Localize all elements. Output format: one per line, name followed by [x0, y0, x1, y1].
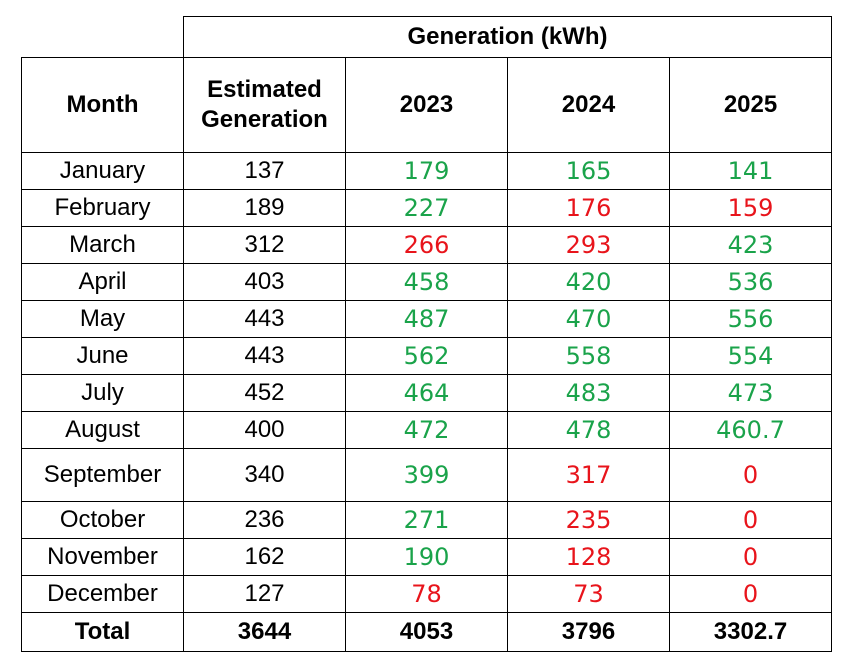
total-row: Total 3644 4053 3796 3302.7: [21, 612, 833, 652]
estimated-cell: 443: [183, 300, 346, 338]
value-cell-2024: 317: [507, 448, 670, 502]
value-cell-2023: 487: [345, 300, 508, 338]
header-estimated: Estimated Generation: [183, 57, 346, 153]
value-cell-2024: 420: [507, 263, 670, 301]
month-cell: July: [21, 374, 184, 412]
header-year-2025: 2025: [668, 57, 833, 153]
month-cell: January: [21, 152, 184, 190]
value-cell-2025: 141: [668, 152, 833, 190]
value-cell-2025: 536: [668, 263, 833, 301]
value-cell-2025: 0: [668, 538, 833, 576]
month-cell: March: [21, 226, 184, 264]
table-row: November 162 190 128 0: [21, 538, 833, 576]
estimated-cell: 452: [183, 374, 346, 412]
estimated-cell: 403: [183, 263, 346, 301]
estimated-cell: 400: [183, 411, 346, 449]
value-cell-2024: 293: [507, 226, 670, 264]
month-cell: September: [21, 448, 184, 502]
table-row: September 340 399 317 0: [21, 448, 833, 502]
total-2024: 3796: [507, 612, 670, 652]
table-row: December 127 78 73 0: [21, 575, 833, 613]
estimated-cell: 127: [183, 575, 346, 613]
value-cell-2023: 271: [345, 501, 508, 539]
value-cell-2024: 165: [507, 152, 670, 190]
value-cell-2023: 464: [345, 374, 508, 412]
value-cell-2025: 460.7: [668, 411, 833, 449]
value-cell-2025: 556: [668, 300, 833, 338]
month-cell: February: [21, 189, 184, 227]
value-cell-2024: 73: [507, 575, 670, 613]
value-cell-2025: 0: [668, 448, 833, 502]
table-row: April 403 458 420 536: [21, 263, 833, 301]
value-cell-2025: 159: [668, 189, 833, 227]
value-cell-2025: 554: [668, 337, 833, 375]
value-cell-2024: 176: [507, 189, 670, 227]
value-cell-2023: 78: [345, 575, 508, 613]
value-cell-2024: 558: [507, 337, 670, 375]
total-label: Total: [21, 612, 184, 652]
value-cell-2025: 423: [668, 226, 833, 264]
table-row: June 443 562 558 554: [21, 337, 833, 375]
value-cell-2024: 478: [507, 411, 670, 449]
table-row: July 452 464 483 473: [21, 374, 833, 412]
table-row: May 443 487 470 556: [21, 300, 833, 338]
group-header-row: Generation (kWh): [21, 16, 833, 58]
table-row: February 189 227 176 159: [21, 189, 833, 227]
value-cell-2023: 190: [345, 538, 508, 576]
total-estimated: 3644: [183, 612, 346, 652]
header-year-2024: 2024: [507, 57, 670, 153]
value-cell-2023: 472: [345, 411, 508, 449]
month-cell: December: [21, 575, 184, 613]
estimated-cell: 162: [183, 538, 346, 576]
month-cell: August: [21, 411, 184, 449]
month-cell: October: [21, 501, 184, 539]
estimated-cell: 312: [183, 226, 346, 264]
value-cell-2023: 266: [345, 226, 508, 264]
value-cell-2025: 0: [668, 575, 833, 613]
value-cell-2023: 399: [345, 448, 508, 502]
value-cell-2023: 562: [345, 337, 508, 375]
month-cell: April: [21, 263, 184, 301]
month-cell: November: [21, 538, 184, 576]
corner-cell: [21, 16, 184, 58]
header-estimated-label: Estimated Generation: [201, 76, 328, 133]
table-row: March 312 266 293 423: [21, 226, 833, 264]
value-cell-2025: 0: [668, 501, 833, 539]
value-cell-2023: 227: [345, 189, 508, 227]
estimated-cell: 189: [183, 189, 346, 227]
generation-table: Generation (kWh) Month Estimated Generat…: [21, 16, 833, 652]
value-cell-2023: 458: [345, 263, 508, 301]
value-cell-2024: 235: [507, 501, 670, 539]
estimated-cell: 137: [183, 152, 346, 190]
group-title: Generation (kWh): [182, 16, 833, 58]
month-cell: May: [21, 300, 184, 338]
estimated-cell: 236: [183, 501, 346, 539]
estimated-cell: 340: [183, 448, 346, 502]
total-2023: 4053: [345, 612, 508, 652]
value-cell-2024: 483: [507, 374, 670, 412]
header-year-2023: 2023: [345, 57, 508, 153]
column-header-row: Month Estimated Generation 2023 2024 202…: [21, 57, 833, 153]
value-cell-2024: 128: [507, 538, 670, 576]
value-cell-2023: 179: [345, 152, 508, 190]
month-cell: June: [21, 337, 184, 375]
value-cell-2025: 473: [668, 374, 833, 412]
estimated-cell: 443: [183, 337, 346, 375]
table-row: January 137 179 165 141: [21, 152, 833, 190]
header-month: Month: [21, 57, 184, 153]
total-2025: 3302.7: [668, 612, 833, 652]
value-cell-2024: 470: [507, 300, 670, 338]
table-row: August 400 472 478 460.7: [21, 411, 833, 449]
table-row: October 236 271 235 0: [21, 501, 833, 539]
